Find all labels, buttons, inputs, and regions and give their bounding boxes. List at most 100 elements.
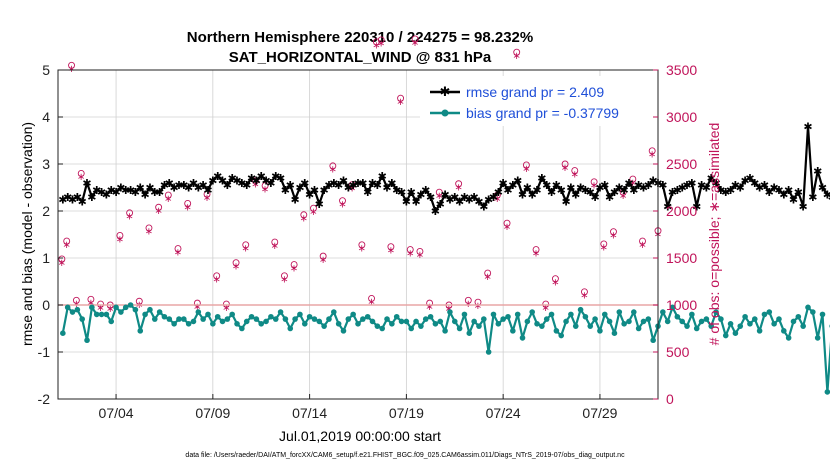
bias-point	[432, 321, 439, 327]
bias-point	[674, 313, 681, 320]
bias-point	[790, 318, 797, 325]
obs-possible-point	[387, 243, 395, 251]
rmse-point: ✱	[479, 201, 488, 213]
obs-assimilated-point: ∗	[609, 231, 617, 242]
bias-point	[185, 321, 192, 327]
rmse-point: ✱	[242, 180, 251, 192]
bias-point	[810, 309, 816, 315]
obs-possible-point	[600, 240, 608, 248]
obs-possible-point	[184, 200, 192, 207]
rmse-point: ✱	[358, 178, 367, 190]
bias-point	[485, 349, 492, 355]
rmse-point: ✱	[421, 185, 430, 197]
bias-point	[451, 318, 458, 325]
bias-point	[384, 316, 390, 322]
obs-assimilated-point: ∗	[261, 184, 269, 195]
obs-assimilated-point: ∗	[561, 163, 569, 174]
bias-point	[205, 311, 211, 318]
bias-point	[751, 316, 758, 322]
bias-point	[737, 323, 744, 329]
bias-point	[301, 321, 308, 327]
rmse-point: ✱	[344, 183, 353, 195]
y-right-tick-label: 2000	[666, 203, 697, 219]
obs-possible-point	[261, 182, 269, 190]
obs-assimilated-point: ∗	[387, 246, 395, 257]
y-left-tick-label: -2	[38, 391, 51, 407]
rmse-point: ✱	[271, 171, 280, 183]
obs-possible-point	[648, 147, 656, 155]
obs-possible-point	[639, 237, 646, 245]
rmse-point: ✱	[600, 180, 609, 192]
obs-assimilated-point: ∗	[213, 275, 221, 286]
rmse-point: ✱	[649, 175, 658, 187]
bias-point	[379, 325, 385, 332]
legend: ✱ rmse grand pr = 2.409 bias grand pr = …	[420, 76, 653, 126]
bias-point	[534, 321, 540, 327]
obs-assimilated-point: ∗	[425, 302, 433, 313]
obs-possible-point	[581, 288, 588, 296]
obs-possible-point	[97, 300, 105, 308]
rmse-point: ✱	[382, 183, 391, 195]
bias-point	[437, 318, 444, 325]
bias-point	[505, 313, 511, 320]
obs-possible-point	[271, 238, 279, 246]
obs-assimilated-point: ∗	[503, 222, 511, 233]
rmse-point: ✱	[711, 178, 720, 190]
obs-assimilated-point: ∗	[638, 240, 646, 251]
obs-possible-point	[590, 178, 598, 186]
bias-point	[756, 328, 763, 334]
rmse-point: ✱	[194, 183, 203, 195]
bias-point	[98, 311, 105, 318]
bias-point	[331, 309, 337, 315]
rmse-point: ✱	[745, 173, 754, 185]
bias-point	[239, 325, 245, 332]
rmse-point: ✱	[736, 183, 745, 195]
rmse-point: ✱	[455, 197, 464, 209]
y-right-tick-label: 0	[666, 391, 674, 407]
rmse-point: ✱	[528, 190, 537, 202]
rmse-point: ✱	[620, 185, 629, 197]
bias-point	[214, 313, 221, 320]
bias-point	[89, 304, 95, 311]
obs-possible-point	[610, 228, 617, 236]
bias-point	[539, 323, 545, 329]
obs-assimilated-point: ∗	[271, 241, 279, 252]
x-tick-label: 07/04	[99, 405, 134, 421]
obs-possible-point	[416, 247, 424, 255]
obs-possible-point	[542, 300, 550, 308]
bias-point	[272, 316, 279, 322]
obs-assimilated-point: ∗	[580, 291, 588, 302]
obs-assimilated-point: ∗	[242, 244, 250, 255]
bias-point	[171, 321, 177, 327]
rmse-point: ✱	[140, 190, 149, 202]
bias-point	[263, 318, 269, 325]
obs-possible-point	[77, 169, 85, 177]
bias-point	[142, 311, 148, 318]
rmse-point: ✱	[426, 192, 435, 204]
bias-point	[684, 323, 690, 329]
rmse-point: ✱	[489, 192, 498, 204]
rmse-point: ✱	[770, 183, 779, 195]
bias-point	[800, 323, 806, 329]
legend-bias-marker	[441, 109, 449, 117]
rmse-point: ✱	[634, 180, 643, 192]
bias-point	[679, 318, 685, 325]
bias-point	[640, 318, 647, 325]
obs-possible-point	[561, 160, 569, 168]
rmse-point: ✱	[102, 190, 111, 202]
bias-point	[113, 304, 119, 311]
rmse-point: ✱	[286, 180, 295, 192]
obs-possible-point	[426, 299, 434, 307]
rmse-point: ✱	[145, 183, 154, 195]
rmse-point: ✱	[160, 180, 169, 192]
rmse-point: ✱	[624, 178, 633, 190]
rmse-point: ✱	[697, 180, 706, 192]
obs-assimilated-point: ∗	[338, 199, 346, 210]
y-left-tick-label: 1	[42, 250, 50, 266]
obs-assimilated-point: ∗	[300, 214, 308, 225]
bias-point	[316, 318, 323, 325]
rmse-point: ✱	[397, 187, 406, 199]
obs-assimilated-point: ∗	[251, 180, 259, 191]
rmse-point: ✱	[126, 185, 135, 197]
obs-assimilated-point: ∗	[290, 263, 298, 274]
